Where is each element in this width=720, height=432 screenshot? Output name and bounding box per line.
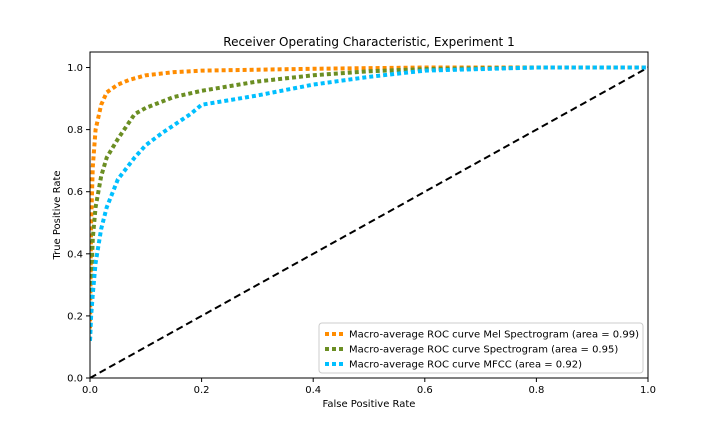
reference-diagonal-line — [90, 66, 648, 378]
y-tick-label: 0.2 — [67, 311, 83, 322]
y-axis-label: True Positive Rate — [52, 170, 63, 260]
y-tick-label: 0.4 — [67, 249, 83, 260]
legend: Macro-average ROC curve Mel Spectrogram … — [318, 322, 644, 374]
roc-curve-series-1 — [90, 65, 648, 329]
plot-area — [89, 51, 649, 379]
y-tick-label: 0.0 — [67, 374, 83, 385]
x-tick-label: 0.6 — [417, 385, 433, 396]
legend-label-series-2: Macro-average ROC curve Spectrogram (are… — [349, 345, 618, 356]
chart-title: Receiver Operating Characteristic, Exper… — [223, 35, 514, 49]
x-tick-label: 0.8 — [528, 385, 544, 396]
legend-label-series-1: Macro-average ROC curve Mel Spectrogram … — [349, 330, 639, 341]
y-tick-label: 0.8 — [67, 125, 83, 136]
roc-curve-series-3 — [90, 65, 648, 341]
legend-box — [318, 322, 644, 374]
plot-frame — [89, 51, 649, 379]
y-tick-label: 1.0 — [67, 63, 83, 74]
legend-label-series-3: Macro-average ROC curve MFCC (area = 0.9… — [349, 360, 582, 371]
x-tick-label: 0.4 — [305, 385, 321, 396]
x-tick-label: 1.0 — [640, 385, 656, 396]
x-tick-label: 0.0 — [82, 385, 98, 396]
x-tick-label: 0.2 — [194, 385, 210, 396]
axis-ticks: 0.0 0.2 0.4 0.6 0.8 1.0 0.0 0.2 0.4 0.6 0.8 1.0 — [67, 63, 656, 396]
x-axis-label: False Positive Rate — [323, 399, 416, 410]
y-tick-label: 0.6 — [67, 187, 83, 198]
